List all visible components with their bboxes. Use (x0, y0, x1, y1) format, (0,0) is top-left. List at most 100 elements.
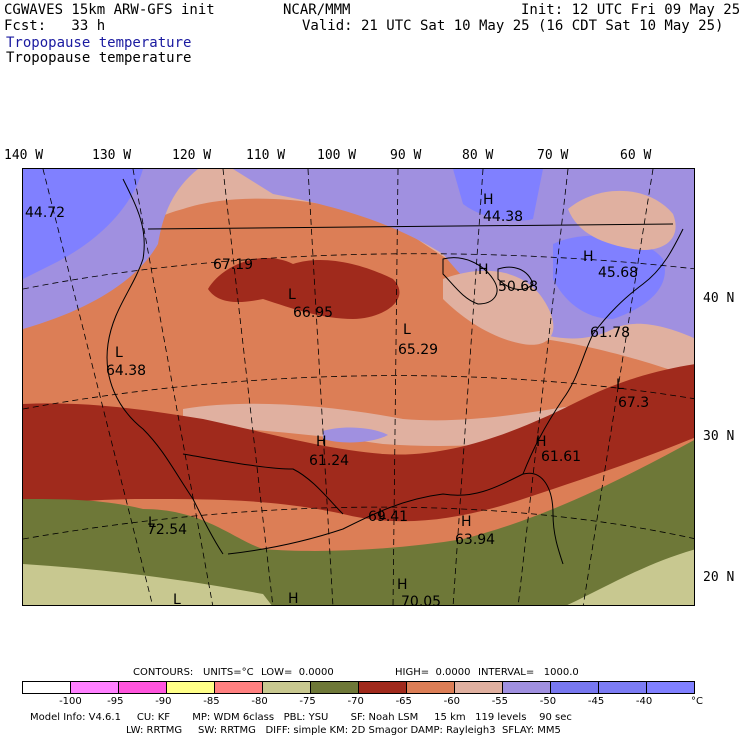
high-marker-newengland: H (583, 249, 594, 265)
colorbar-tick-label: -75 (299, 696, 316, 707)
value-label-44-38: 44.38 (483, 209, 523, 225)
field-band-75-south (23, 564, 272, 605)
center-label: NCAR/MMM (283, 2, 351, 18)
field-band-65-southern (23, 364, 694, 522)
model-title: CGWAVES 15km ARW-GFS init (4, 2, 215, 18)
contours-high: HIGH= 0.0000 (395, 667, 471, 678)
colorbar-tick-label: -40 (635, 696, 653, 707)
value-label-44-72: 44.72 (25, 205, 65, 221)
lon-label-110w: 110 W (246, 148, 286, 163)
contours-prefix: CONTOURS: (133, 667, 194, 678)
colorbar (22, 681, 695, 694)
colorbar-swatch (215, 682, 263, 693)
value-label-61-24: 61.24 (309, 453, 349, 469)
lat-label-40n: 40 N (703, 291, 735, 306)
low-marker-atlantic: L (616, 377, 624, 393)
graticule-lat-30n (23, 375, 694, 410)
contours-units: UNITS=°C (203, 667, 254, 678)
tropopause-temperature-map: L L H H H L L H H L L H H L H 44.72 44.3… (22, 168, 695, 606)
colorbar-swatch (407, 682, 455, 693)
colorbar-swatch (311, 682, 359, 693)
great-lakes (442, 257, 498, 305)
lon-label-70w: 70 W (537, 148, 569, 163)
valid-time: Valid: 21 UTC Sat 10 May 25 (16 CDT Sat … (302, 18, 724, 34)
map-canvas: L L H H H L L H H L L H H L H 44.72 44.3… (23, 169, 694, 606)
lon-label-140w: 140 W (4, 148, 44, 163)
graticule (23, 169, 694, 605)
field-band-55-northeast (568, 190, 676, 250)
lon-label-80w: 80 W (462, 148, 494, 163)
low-marker-midwest: L (403, 322, 411, 338)
graticule-lon-90w (392, 169, 399, 605)
colorbar-tick-label: -70 (347, 696, 364, 707)
lon-label-120w: 120 W (172, 148, 212, 163)
colorbar-tick-label: -50 (539, 696, 557, 707)
field-band-75-southeast (567, 549, 694, 605)
high-marker-southeast: H (536, 434, 547, 450)
colorbar-tick-label: -100 (59, 696, 82, 707)
low-marker-pacific-south: L (173, 592, 181, 606)
field-band-45-northeast-1 (453, 169, 543, 221)
coast-pacific (106, 178, 224, 555)
colorbar-swatch (119, 682, 167, 693)
colorbar-tick-label: -95 (107, 696, 124, 707)
colorbar-swatch (551, 682, 599, 693)
field-band-70-south (23, 440, 694, 605)
value-label-67-19: 67.19 (213, 257, 253, 273)
value-label-63-94: 63.94 (455, 532, 495, 548)
value-label-65-29: 65.29 (398, 342, 438, 358)
init-time: Init: 12 UTC Fri 09 May 25 (521, 2, 740, 18)
lon-label-130w: 130 W (92, 148, 132, 163)
field-band-45-northeast-2 (553, 235, 665, 319)
high-marker-florida: H (461, 514, 472, 530)
field-band-65-northern-plains (208, 258, 400, 319)
low-marker-gulf: L (378, 507, 386, 523)
value-label-45-68: 45.68 (598, 265, 638, 281)
colorbar-swatch (359, 682, 407, 693)
colorbar-tick-label: -55 (491, 696, 509, 707)
forecast-hour: Fcst: 33 h (4, 18, 106, 34)
value-label-61-61: 61.61 (541, 449, 581, 465)
lon-label-90w: 90 W (390, 148, 422, 163)
low-marker-pacific: L (115, 345, 123, 361)
colorbar-swatch (599, 682, 647, 693)
high-marker-hudson: H (483, 192, 494, 208)
colorbar-swatch (23, 682, 71, 693)
colorbar-tick-label: -45 (587, 696, 605, 707)
graticule-lon-60w (582, 169, 654, 605)
field-title-secondary: Tropopause temperature (6, 50, 192, 66)
lat-label-30n: 30 N (703, 429, 735, 444)
coastlines (106, 178, 684, 565)
graticule-lon-80w (452, 169, 484, 605)
value-label-66-95: 66.95 (293, 305, 333, 321)
model-info-line: Model Info: V4.6.1 CU: KF MP: WDM 6class… (30, 712, 572, 723)
lon-label-60w: 60 W (620, 148, 652, 163)
colorbar-tick-label: -65 (395, 696, 412, 707)
lat-label-20n: 20 N (703, 570, 735, 585)
field-band-50-south-central (323, 427, 388, 443)
colorbar-swatch (503, 682, 551, 693)
colorbar-swatch (167, 682, 215, 693)
contours-interval: INTERVAL= 1000.0 (478, 667, 579, 678)
coast-atlantic (522, 228, 684, 475)
high-marker-mexico: H (288, 591, 299, 606)
colorbar-tick-label: °C (691, 696, 703, 707)
high-marker-greatlakes: H (478, 262, 489, 278)
low-marker-baja: L (148, 515, 156, 531)
contours-low: LOW= 0.0000 (261, 667, 334, 678)
colorbar-tick-label: -85 (203, 696, 220, 707)
lon-label-100w: 100 W (317, 148, 357, 163)
value-label-70-05: 70.05 (401, 594, 441, 606)
border-canada-us (147, 223, 674, 230)
value-label-61-78: 61.78 (590, 325, 630, 341)
value-label-69-41: 69.41 (368, 509, 408, 525)
value-label-50-68: 50.68 (498, 279, 538, 295)
graticule-lon-110w (222, 169, 274, 605)
high-marker-caribbean: H (397, 577, 408, 593)
colorbar-swatch (647, 682, 694, 693)
colorbar-swatch (455, 682, 503, 693)
colorbar-swatch (263, 682, 311, 693)
graticule-lon-130w (42, 169, 153, 605)
low-marker-plains: L (288, 287, 296, 303)
graticule-lat-40n (23, 253, 694, 290)
